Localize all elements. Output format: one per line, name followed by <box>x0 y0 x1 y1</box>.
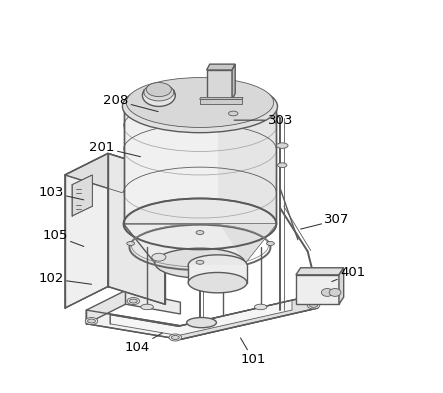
Text: 307: 307 <box>300 213 350 229</box>
Polygon shape <box>218 107 276 224</box>
Polygon shape <box>72 175 92 216</box>
Ellipse shape <box>196 231 204 235</box>
Polygon shape <box>339 268 344 304</box>
Text: 303: 303 <box>234 114 293 127</box>
Ellipse shape <box>88 319 95 323</box>
Ellipse shape <box>276 143 288 148</box>
Text: 208: 208 <box>103 94 158 112</box>
Ellipse shape <box>307 302 320 309</box>
Polygon shape <box>206 64 235 70</box>
Ellipse shape <box>310 303 318 307</box>
Ellipse shape <box>196 260 204 264</box>
Polygon shape <box>86 290 125 324</box>
Ellipse shape <box>321 288 333 296</box>
Polygon shape <box>125 290 180 314</box>
Ellipse shape <box>329 288 341 296</box>
Polygon shape <box>65 153 165 193</box>
Ellipse shape <box>277 163 287 167</box>
Polygon shape <box>108 153 165 304</box>
Polygon shape <box>206 70 232 99</box>
Ellipse shape <box>126 77 274 127</box>
Text: 101: 101 <box>240 338 265 365</box>
Ellipse shape <box>127 298 140 305</box>
Ellipse shape <box>188 255 247 275</box>
Text: 102: 102 <box>39 272 91 285</box>
Polygon shape <box>199 99 242 104</box>
Ellipse shape <box>124 198 276 250</box>
Polygon shape <box>124 107 276 224</box>
Text: 103: 103 <box>39 186 84 200</box>
Text: 105: 105 <box>43 229 84 246</box>
Polygon shape <box>86 294 318 340</box>
Polygon shape <box>180 294 318 340</box>
Text: 201: 201 <box>89 141 140 157</box>
Ellipse shape <box>142 84 175 107</box>
Ellipse shape <box>171 336 179 340</box>
Polygon shape <box>232 64 235 99</box>
Ellipse shape <box>129 299 137 303</box>
Ellipse shape <box>229 111 238 116</box>
Polygon shape <box>124 224 276 263</box>
Polygon shape <box>220 224 276 263</box>
Polygon shape <box>65 153 108 308</box>
Text: 401: 401 <box>332 266 365 282</box>
Polygon shape <box>296 275 339 304</box>
Polygon shape <box>110 300 292 336</box>
Ellipse shape <box>127 242 135 246</box>
Ellipse shape <box>169 334 182 341</box>
Polygon shape <box>188 265 247 283</box>
Ellipse shape <box>187 318 217 328</box>
Polygon shape <box>296 268 344 275</box>
Ellipse shape <box>267 242 274 246</box>
Text: 104: 104 <box>124 333 162 354</box>
Ellipse shape <box>85 318 98 325</box>
Polygon shape <box>199 97 243 99</box>
Ellipse shape <box>188 272 247 293</box>
Ellipse shape <box>146 83 171 97</box>
Ellipse shape <box>144 84 174 101</box>
Ellipse shape <box>141 304 153 310</box>
Ellipse shape <box>155 248 245 278</box>
Ellipse shape <box>152 253 166 261</box>
Ellipse shape <box>122 80 277 133</box>
Ellipse shape <box>254 304 267 310</box>
